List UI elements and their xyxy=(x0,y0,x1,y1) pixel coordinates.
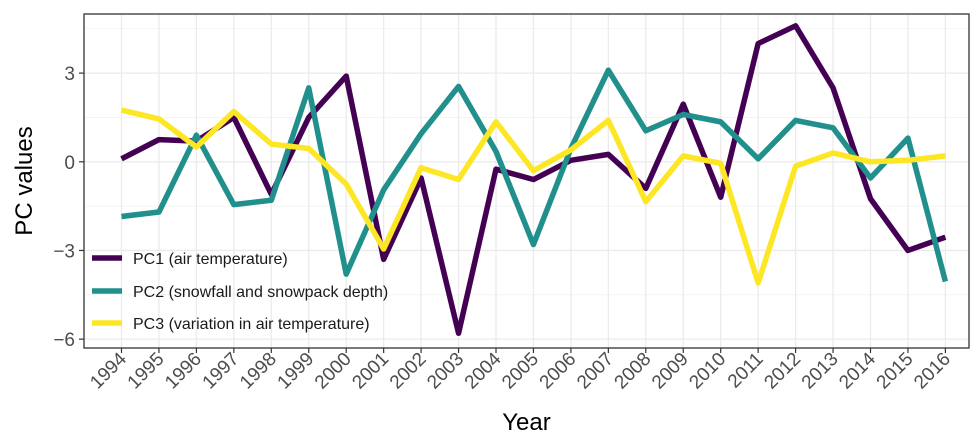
x-tick-label: 1997 xyxy=(199,349,244,394)
legend-label-pc2: PC2 (snowfall and snowpack depth) xyxy=(133,284,388,301)
series-line-pc1 xyxy=(120,23,947,336)
x-tick-label: 2005 xyxy=(498,349,543,394)
y-tick-label: 3 xyxy=(64,64,75,85)
x-tick-label: 2007 xyxy=(573,349,618,394)
x-tick-label: 2010 xyxy=(685,349,730,394)
x-tick-label: 2009 xyxy=(648,349,693,394)
x-tick-label: 2013 xyxy=(798,349,843,394)
x-tick-label: 1996 xyxy=(161,349,206,394)
x-tick-label: 2015 xyxy=(873,349,918,394)
x-tick-label: 1995 xyxy=(124,349,169,394)
y-axis-title: PC values xyxy=(11,126,38,235)
y-tick-label: −6 xyxy=(53,330,75,351)
y-tick-label: −3 xyxy=(53,241,75,262)
x-tick-label: 2014 xyxy=(835,348,880,393)
plot-border xyxy=(83,13,970,349)
x-tick-label: 1999 xyxy=(274,349,319,394)
x-tick-label: 2000 xyxy=(311,349,356,394)
legend-label-pc3: PC3 (variation in air temperature) xyxy=(133,316,370,333)
x-tick-label: 2003 xyxy=(423,349,468,394)
x-tick-label: 2006 xyxy=(536,349,581,394)
x-axis: 1994199519961997199819992000200120022003… xyxy=(86,348,955,393)
series-lines xyxy=(120,23,949,336)
y-tick-label: 0 xyxy=(64,153,75,174)
legend-label-pc1: PC1 (air temperature) xyxy=(133,251,288,268)
x-tick-label: 2016 xyxy=(910,349,955,394)
x-tick-label: 2011 xyxy=(724,349,768,393)
x-tick-label: 2001 xyxy=(348,349,393,394)
legend: PC1 (air temperature) PC2 (snowfall and s… xyxy=(92,251,388,333)
y-axis: −6 −3 0 3 xyxy=(53,64,84,351)
x-axis-title: Year xyxy=(502,409,551,434)
x-tick-label: 1994 xyxy=(86,348,131,393)
x-tick-label: 2012 xyxy=(760,349,805,394)
x-tick-label: 1998 xyxy=(236,349,281,394)
series-line-pc3 xyxy=(120,107,946,286)
x-tick-label: 2004 xyxy=(461,348,506,393)
series-line-pc2 xyxy=(121,67,949,283)
x-tick-label: 2008 xyxy=(611,349,656,394)
x-tick-label: 2002 xyxy=(386,349,431,394)
